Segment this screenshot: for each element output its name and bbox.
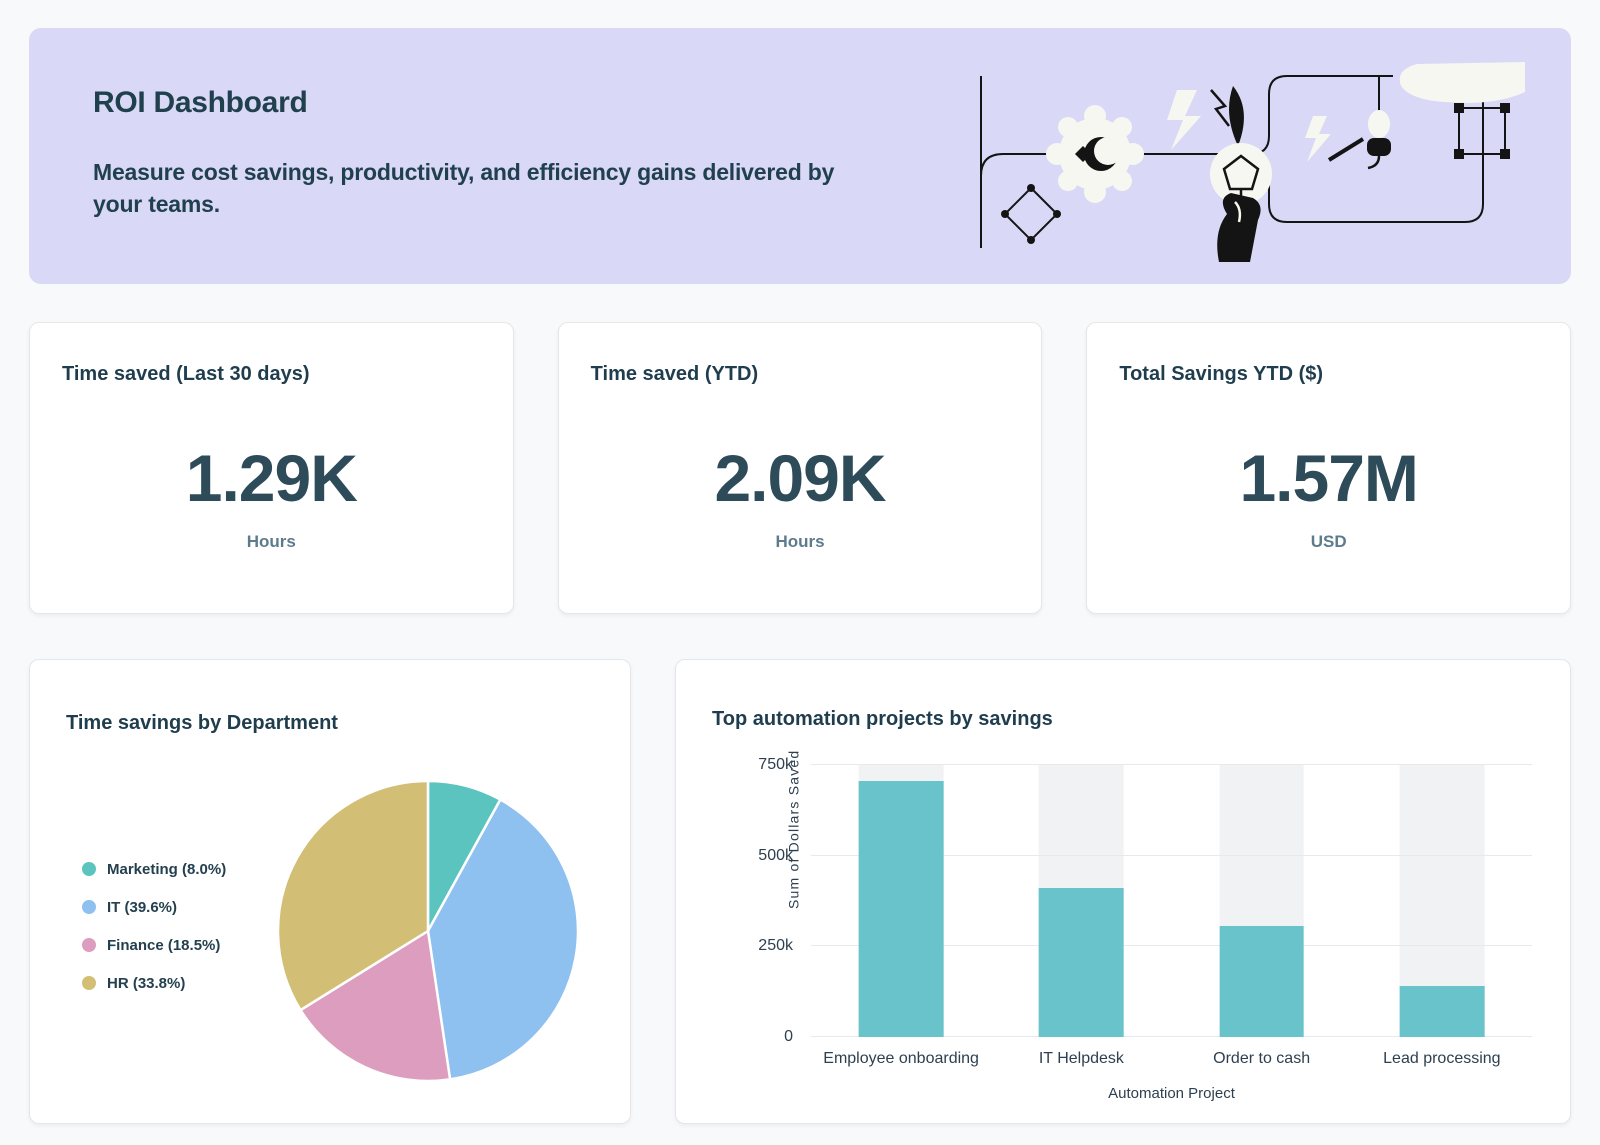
legend-label: IT (39.6%) bbox=[107, 898, 178, 916]
kpi-title: Total Savings YTD ($) bbox=[1119, 363, 1324, 385]
legend-item-hr[interactable]: HR (33.8%) bbox=[82, 964, 226, 1002]
y-tick-label: 0 bbox=[784, 1028, 793, 1045]
x-tick-label: Order to cash bbox=[1213, 1050, 1311, 1067]
y-tick-label: 250k bbox=[758, 937, 793, 955]
pie-slice-finance[interactable] bbox=[299, 929, 452, 1083]
y-axis-ticks: 0 250k 500k 750k bbox=[676, 756, 793, 1045]
legend-swatch-icon bbox=[82, 862, 96, 876]
kpi-value: 1.29K bbox=[185, 441, 358, 515]
selection-frame-icon bbox=[1454, 103, 1510, 159]
pie-slice-it[interactable] bbox=[426, 798, 580, 1081]
bar-lead-processing[interactable] bbox=[1399, 986, 1485, 1037]
leaf-icon bbox=[1229, 86, 1244, 146]
bar-slot bbox=[811, 765, 991, 1037]
pie-slice-hr[interactable] bbox=[276, 779, 430, 1012]
gridline bbox=[811, 1036, 1532, 1037]
plug-icon bbox=[1367, 110, 1391, 170]
pie-chart-title: Time savings by Department bbox=[66, 712, 338, 734]
legend-label: HR (33.8%) bbox=[107, 974, 186, 992]
legend-swatch-icon bbox=[82, 900, 96, 914]
diamond-icon bbox=[1001, 184, 1061, 244]
bar-slot bbox=[991, 765, 1171, 1037]
x-axis-title: Automation Project bbox=[1108, 1085, 1235, 1102]
pie-chart-card: Time savings by Department Marketing (8.… bbox=[29, 659, 631, 1124]
pie-chart bbox=[273, 776, 583, 1086]
slash-icon bbox=[1327, 137, 1365, 162]
bar-plot bbox=[811, 764, 1532, 1037]
kpi-title: Time saved (Last 30 days) bbox=[62, 363, 310, 385]
x-axis-labels: Employee onboarding IT Helpdesk Order to c… bbox=[811, 1050, 1532, 1068]
gridline bbox=[811, 854, 1532, 856]
kpi-unit: USD bbox=[1310, 532, 1347, 551]
kpi-card-time-saved-30d: Time saved (Last 30 days) 1.29K Hours bbox=[29, 322, 514, 614]
kpi-unit: Hours bbox=[246, 532, 296, 551]
kpi-value: 2.09K bbox=[714, 441, 886, 515]
kpi-value: 1.57M bbox=[1239, 441, 1418, 515]
banner-text: ROI Dashboard Measure cost savings, prod… bbox=[93, 86, 883, 220]
header-illustration bbox=[980, 62, 1525, 262]
gridline bbox=[811, 945, 1532, 947]
illustration-line bbox=[980, 153, 1057, 177]
bar-chart-title: Top automation projects by savings bbox=[712, 708, 1053, 730]
lightbulb-icon bbox=[1210, 143, 1272, 262]
kpi-card-time-saved-ytd: Time saved (YTD) 2.09K Hours bbox=[557, 322, 1043, 614]
kpi-row: Time saved (Last 30 days) 1.29K Hours Ti… bbox=[29, 322, 1572, 614]
y-tick-label: 500k bbox=[758, 846, 793, 864]
header-banner: ROI Dashboard Measure cost savings, prod… bbox=[29, 28, 1571, 284]
lightning-icon bbox=[1167, 90, 1201, 150]
kpi-title: Time saved (YTD) bbox=[590, 363, 759, 385]
bar-chart-card: Top automation projects by savings Sum o… bbox=[675, 659, 1571, 1124]
y-tick-label: 750k bbox=[758, 756, 793, 773]
bar-slot bbox=[1352, 765, 1532, 1037]
x-tick-label: IT Helpdesk bbox=[1038, 1050, 1124, 1067]
legend-label: Marketing (8.0%) bbox=[107, 860, 227, 878]
lightning-icon bbox=[1210, 89, 1230, 127]
bar-employee-onboarding[interactable] bbox=[858, 781, 944, 1037]
gear-icon bbox=[1046, 105, 1144, 203]
legend-item-finance[interactable]: Finance (18.5%) bbox=[82, 926, 226, 964]
legend-swatch-icon bbox=[82, 976, 96, 990]
gridline bbox=[811, 764, 1532, 765]
pie-legend: Marketing (8.0%) IT (39.6%) Finance (18.5%… bbox=[82, 850, 226, 1002]
kpi-card-total-savings-ytd: Total Savings YTD ($) 1.57M USD bbox=[1086, 322, 1572, 614]
bar-order-to-cash[interactable] bbox=[1219, 926, 1304, 1037]
kpi-unit: Hours bbox=[775, 532, 825, 551]
lightning-icon bbox=[1305, 116, 1331, 162]
bar-it-helpdesk[interactable] bbox=[1039, 888, 1124, 1037]
bar-slot bbox=[1172, 765, 1352, 1037]
illustration-line bbox=[1268, 76, 1484, 223]
speech-bubble-icon bbox=[1399, 62, 1525, 103]
x-tick-label: Employee onboarding bbox=[823, 1050, 979, 1067]
charts-row: Time savings by Department Marketing (8.… bbox=[29, 659, 1571, 1124]
legend-swatch-icon bbox=[82, 938, 96, 952]
page-subtitle: Measure cost savings, productivity, and … bbox=[93, 159, 835, 217]
page-title: ROI Dashboard bbox=[93, 86, 308, 119]
legend-label: Finance (18.5%) bbox=[107, 936, 221, 954]
x-tick-label: Lead processing bbox=[1383, 1050, 1501, 1067]
legend-item-it[interactable]: IT (39.6%) bbox=[82, 888, 226, 926]
legend-item-marketing[interactable]: Marketing (8.0%) bbox=[82, 850, 226, 888]
